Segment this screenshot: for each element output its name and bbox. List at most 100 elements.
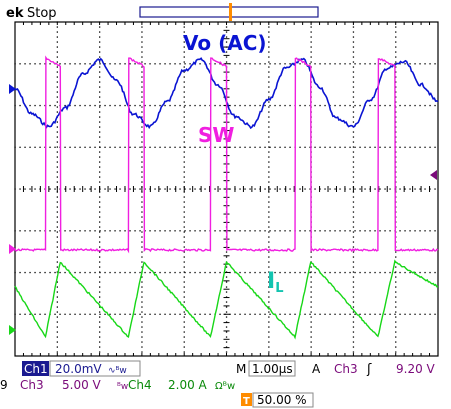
grid-dot xyxy=(310,271,312,273)
grid-dot xyxy=(309,146,311,148)
grid-dot xyxy=(352,321,355,323)
grid-dot xyxy=(310,326,312,328)
trigger-position-box xyxy=(252,392,314,408)
grid-dot xyxy=(349,271,351,274)
grid-dot xyxy=(284,271,286,274)
grid-dot xyxy=(225,256,228,258)
grid-dot xyxy=(352,26,355,28)
grid-dot xyxy=(169,188,171,190)
grid-dot xyxy=(279,188,281,190)
grid-dot xyxy=(352,256,355,258)
grid-dot xyxy=(429,146,431,148)
grid-dot xyxy=(183,326,185,328)
grid-dot xyxy=(219,104,221,107)
grid-dot xyxy=(183,106,185,108)
grid-dot xyxy=(214,230,216,232)
grid-dot xyxy=(183,271,185,273)
grid-dot xyxy=(352,41,355,43)
grid-dot xyxy=(56,36,58,38)
grid-dot xyxy=(268,166,270,168)
grid-dot xyxy=(56,111,58,113)
grid-dot xyxy=(395,61,397,63)
grid-dot xyxy=(69,63,71,65)
grid-dot xyxy=(395,311,397,313)
grid-dot xyxy=(56,96,58,98)
grid-dot xyxy=(34,230,36,232)
grid-dot xyxy=(314,271,316,274)
grid-dot xyxy=(274,188,276,190)
grid-dot xyxy=(310,331,312,333)
grid-dot xyxy=(225,326,228,328)
grid-dot xyxy=(268,156,270,158)
grid-dot xyxy=(324,271,326,274)
grid-dot xyxy=(56,101,58,103)
grid-dot xyxy=(310,251,312,253)
grid-dot xyxy=(209,271,211,274)
grid-dot xyxy=(395,111,397,113)
grid-dot xyxy=(184,146,186,148)
grid-dot xyxy=(54,146,56,148)
grid-dot xyxy=(395,326,397,328)
grid-dot xyxy=(99,161,101,163)
grid-dot xyxy=(404,146,406,148)
grid-dot xyxy=(114,146,116,148)
grid-dot xyxy=(395,346,397,348)
grid-dot xyxy=(183,141,185,143)
grid-dot xyxy=(149,104,151,107)
grid-dot xyxy=(395,56,397,58)
grid-dot xyxy=(395,41,397,43)
grid-dot xyxy=(434,63,436,65)
grid-dot xyxy=(244,63,246,65)
grid-dot xyxy=(14,104,16,107)
grid-dot xyxy=(352,231,355,233)
grid-dot xyxy=(99,266,101,268)
grid-dot xyxy=(352,61,355,63)
grid-dot xyxy=(49,271,51,274)
grid-dot xyxy=(354,230,356,232)
grid-dot xyxy=(179,313,181,315)
grid-dot xyxy=(99,286,101,288)
grid-dot xyxy=(274,63,276,65)
grid-dot xyxy=(409,146,411,148)
grid-dot xyxy=(384,188,386,190)
grid-dot xyxy=(352,146,355,148)
grid-dot xyxy=(244,146,246,148)
grid-dot xyxy=(419,313,421,315)
grid-dot xyxy=(349,230,351,232)
grid-dot xyxy=(239,63,241,65)
grid-dot xyxy=(141,141,143,143)
grid-dot xyxy=(304,271,306,274)
grid-dot xyxy=(183,256,185,258)
grid-dot xyxy=(183,331,185,333)
grid-dot xyxy=(56,266,58,268)
grid-dot xyxy=(352,171,355,173)
grid-dot xyxy=(309,188,311,190)
grid-dot xyxy=(183,281,185,283)
grid-dot xyxy=(44,313,46,315)
grid-dot xyxy=(374,271,376,274)
grid-dot xyxy=(395,351,397,353)
grid-dot xyxy=(299,63,301,65)
grid-dot xyxy=(268,241,270,243)
grid-dot xyxy=(159,104,161,107)
grid-dot xyxy=(89,313,91,315)
grid-dot xyxy=(99,221,101,223)
grid-dot xyxy=(189,230,191,232)
grid-dot xyxy=(352,106,355,108)
grid-dot xyxy=(268,136,270,138)
grid-dot xyxy=(225,336,228,338)
grid-dot xyxy=(56,316,58,318)
grid-dot xyxy=(183,291,185,293)
il-label: IL xyxy=(267,269,283,296)
grid-dot xyxy=(199,230,201,232)
grid-dot xyxy=(219,63,221,65)
grid-dot xyxy=(284,230,286,232)
grid-dot xyxy=(56,91,58,93)
grid-dot xyxy=(34,188,36,190)
grid-dot xyxy=(268,221,270,223)
grid-dot xyxy=(239,271,241,274)
grid-dot xyxy=(183,321,185,323)
grid-dot xyxy=(309,63,311,65)
grid-dot xyxy=(268,286,270,288)
grid-dot xyxy=(399,313,401,315)
